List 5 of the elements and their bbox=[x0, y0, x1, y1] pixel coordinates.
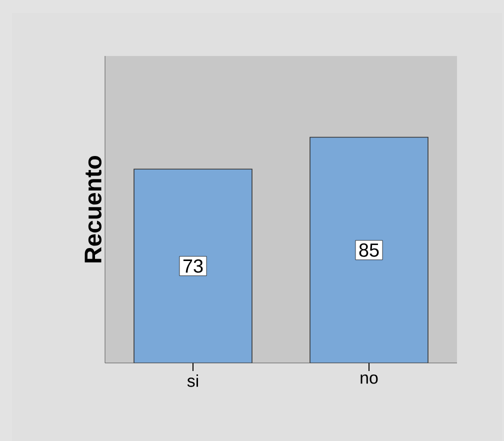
x-tick-label: si bbox=[187, 374, 198, 387]
data-label: 85 bbox=[359, 243, 379, 257]
y-axis-title: Recuento bbox=[84, 156, 102, 262]
x-tick-label: no bbox=[360, 374, 378, 384]
data-label: 73 bbox=[183, 259, 203, 273]
